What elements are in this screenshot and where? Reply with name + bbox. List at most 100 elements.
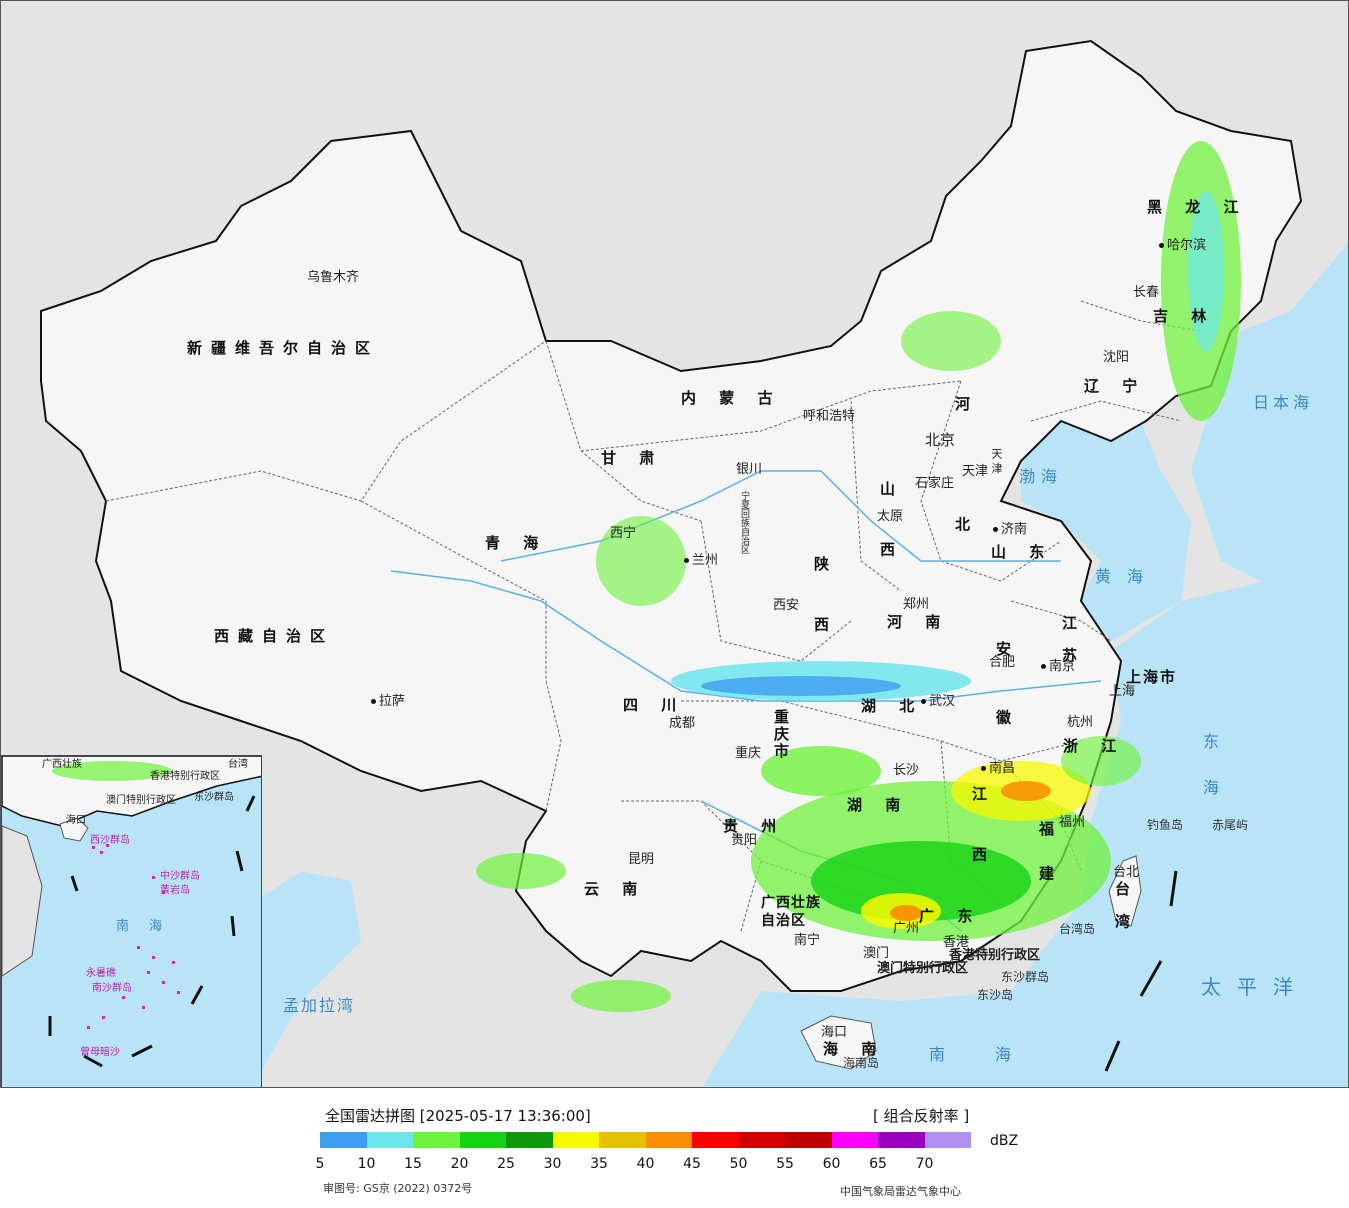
province-label-guangdong: 广 东 [919, 907, 982, 925]
city-label-lanzhou: 兰州 [684, 554, 718, 567]
city-label-lhasa: 拉萨 [371, 695, 405, 708]
scale-swatch-6 [599, 1132, 646, 1148]
sea-label-huanghai: 黄海 [1095, 567, 1160, 586]
city-label-xian: 西安 [773, 598, 800, 613]
scale-swatch-3 [459, 1132, 506, 1148]
province-label-hebei: 河 北 [953, 396, 971, 582]
city-label-changsha: 长沙 [893, 763, 920, 778]
island-label-taiwan-dao: 台湾岛 [1059, 922, 1096, 936]
inset-label-dongsha: 东沙群岛 [194, 792, 234, 803]
scale-swatch-12 [878, 1132, 925, 1148]
province-label-chongqing: 重庆市 [772, 709, 790, 760]
scale-tick-35: 35 [590, 1156, 608, 1172]
province-label-hubei: 湖 北 [861, 697, 924, 715]
inset-label-huangyan: 黄岩岛 [160, 885, 190, 896]
city-label-taiyuan: 太原 [877, 509, 904, 524]
province-label-shanghai: 上海市 [1126, 668, 1178, 686]
province-label-taiwan: 台 湾 [1113, 881, 1131, 935]
province-label-jiangsu: 江 苏 [1060, 615, 1078, 669]
province-label-xizang: 西藏自治区 [214, 627, 335, 645]
city-label-xining: 西宁 [610, 526, 637, 541]
scale-swatch-13 [924, 1132, 971, 1148]
taiwan-island [1108, 855, 1142, 927]
province-label-gansu: 甘 肃 [601, 449, 664, 467]
province-label-zhejiang: 浙 江 [1063, 737, 1126, 755]
scale-swatch-9 [738, 1132, 785, 1148]
sea-label-nanhai: 南海 [929, 1045, 1062, 1064]
china-land [40, 39, 1303, 992]
inset-label-hongkong: 香港特别行政区 [150, 771, 220, 782]
approval-number: 审图号: GS京 (2022) 0372号 [323, 1182, 473, 1195]
province-label-macau: 澳门特别行政区 [877, 961, 969, 976]
hainan-island [800, 1015, 877, 1070]
city-label-jinan: 济南 [993, 523, 1027, 536]
city-label-nanchang: 南昌 [981, 762, 1015, 775]
scale-tick-60: 60 [822, 1156, 841, 1172]
inset-islands [87, 844, 180, 1029]
province-label-qinghai: 青 海 [485, 534, 548, 552]
city-label-macau: 澳门 [863, 946, 890, 961]
province-label-guangxi: 广西壮族自治区 [761, 895, 821, 929]
echo-yunnan-west [476, 853, 566, 889]
city-label-taibei: 台北 [1113, 865, 1140, 880]
city-label-shijiazhuang: 石家庄 [915, 476, 955, 491]
province-label-sichuan: 四 川 [623, 696, 686, 714]
scale-swatch-1 [366, 1132, 413, 1148]
island-label-dongsha-dao: 东沙岛 [977, 988, 1014, 1002]
echo-hunan [761, 746, 881, 796]
scale-swatch-8 [692, 1132, 739, 1148]
island-label-hainan-dao: 海南岛 [843, 1056, 880, 1070]
bay-of-bengal [241, 871, 361, 1087]
province-label-shandong: 山 东 [991, 543, 1054, 561]
inset-label-nanhai: 南 海 [116, 919, 171, 934]
echo-fujian [1061, 736, 1141, 786]
bohai-yellow-sea [1021, 421, 1191, 641]
scale-swatch-4 [506, 1132, 553, 1148]
sea-label-japan-sea: 日本海 [1253, 393, 1314, 412]
echo-south-orange1 [890, 905, 922, 921]
map-canvas [40, 39, 1348, 1087]
echo-south-dark [811, 841, 1031, 921]
legend-unit: dBZ [990, 1133, 1019, 1149]
inset-label-haikou: 海口 [66, 815, 86, 826]
city-label-chongqing: 重庆 [735, 746, 762, 761]
inset-label-zhongsha: 中沙群岛 [160, 871, 200, 882]
province-label-neimenggu: 内 蒙 古 [681, 389, 782, 407]
echo-guangxi-south [571, 980, 671, 1012]
city-label-shenyang: 沈阳 [1103, 350, 1130, 365]
city-label-nanning: 南宁 [794, 933, 821, 948]
province-label-jiangxi: 江 西 [970, 786, 988, 882]
echo-hebei [901, 311, 1001, 371]
japan-sea [1216, 243, 1348, 471]
province-label-fujian: 福 建 [1037, 821, 1055, 893]
city-label-yinchuan: 银川 [736, 462, 763, 477]
sea-label-bohai: 渤海 [1019, 467, 1064, 486]
scale-tick-10: 10 [357, 1156, 376, 1172]
city-label-changchun: 长春 [1133, 285, 1160, 300]
city-label-zhengzhou: 郑州 [903, 597, 930, 612]
province-label-guizhou: 贵 州 [723, 817, 786, 835]
city-label-guiyang: 贵阳 [731, 833, 758, 848]
scale-swatch-7 [645, 1132, 692, 1148]
scale-tick-30: 30 [543, 1156, 562, 1172]
city-label-kunming: 昆明 [628, 852, 655, 867]
legend-product: [ 组合反射率 ] [873, 1107, 970, 1125]
city-label-urumqi: 乌鲁木齐 [307, 270, 360, 285]
inset-label-macau: 澳门特别行政区 [106, 795, 176, 806]
city-label-shanghai: 上海 [1109, 684, 1136, 699]
scale-swatch-11 [831, 1132, 878, 1148]
scale-tick-5: 5 [315, 1156, 325, 1172]
city-label-fuzhou: 福州 [1059, 815, 1086, 830]
echo-northeast-core [1188, 191, 1224, 351]
province-label-ningxia: 宁夏回族自治区 [739, 491, 749, 554]
province-label-hainan: 海 南 [823, 1040, 886, 1058]
city-label-hangzhou: 杭州 [1067, 715, 1094, 730]
province-label-heilongjiang: 黑 龙 江 [1147, 198, 1248, 216]
scale-swatch-2 [413, 1132, 460, 1148]
island-label-diaoyu: 钓鱼岛 [1147, 818, 1184, 832]
producer-credit: 中国气象局雷达气象中心 [840, 1185, 961, 1198]
province-label-anhui: 安 徽 [994, 641, 1012, 749]
inset-indochina [2, 825, 43, 977]
city-label-nanjing: 南京 [1041, 660, 1075, 673]
legend-panel: 全国雷达拼图 [2025-05-17 13:36:00] [ 组合反射率 ] d… [0, 1088, 1349, 1208]
